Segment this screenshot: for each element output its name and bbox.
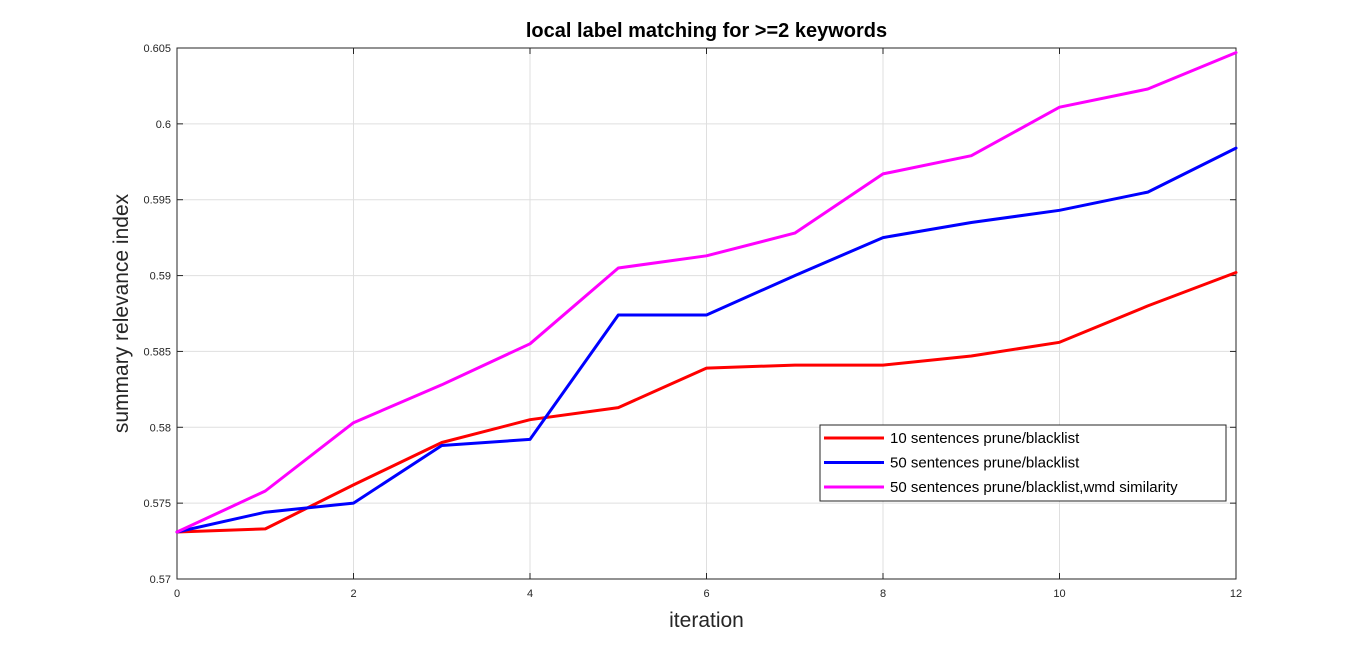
y-tick-label: 0.595 — [143, 195, 171, 207]
y-tick-label: 0.585 — [143, 346, 171, 358]
series-line-3 — [175, 51, 1238, 534]
legend-entry-2: 50 sentences prune/blacklist — [890, 455, 1080, 472]
x-axis-label: iteration — [669, 609, 744, 632]
legend-box — [819, 424, 1227, 502]
x-tick-label: 4 — [527, 588, 533, 600]
y-tick-label: 0.57 — [150, 574, 171, 586]
x-tick-label: 6 — [703, 588, 709, 600]
y-axis-label: summary relevance index — [110, 193, 133, 433]
series-lines — [175, 51, 1238, 534]
y-tick-label: 0.58 — [150, 422, 171, 434]
chart-title: local label matching for >=2 keywords — [526, 20, 887, 42]
x-tick-label: 2 — [350, 588, 356, 600]
x-tick-label: 0 — [174, 588, 180, 600]
y-tick-label: 0.59 — [150, 271, 171, 283]
series-line-1 — [175, 271, 1238, 534]
y-tick-label: 0.6 — [156, 119, 171, 131]
legend-entry-3: 50 sentences prune/blacklist,wmd similar… — [890, 479, 1178, 496]
x-tick-label: 12 — [1230, 588, 1242, 600]
axis-ticks: 0 2 4 6 8 10 120.570.5750.580.5850.590.5950.60… — [143, 43, 1242, 600]
series-line-2 — [175, 146, 1238, 534]
legend-entry-1: 10 sentences prune/blacklist — [890, 430, 1080, 447]
x-tick-label: 8 — [880, 588, 886, 600]
legend: 10 sentences prune/blacklist 50 sentences… — [819, 424, 1227, 502]
y-tick-label: 0.605 — [143, 43, 171, 55]
y-tick-label: 0.575 — [143, 498, 171, 510]
x-tick-label: 10 — [1053, 588, 1065, 600]
